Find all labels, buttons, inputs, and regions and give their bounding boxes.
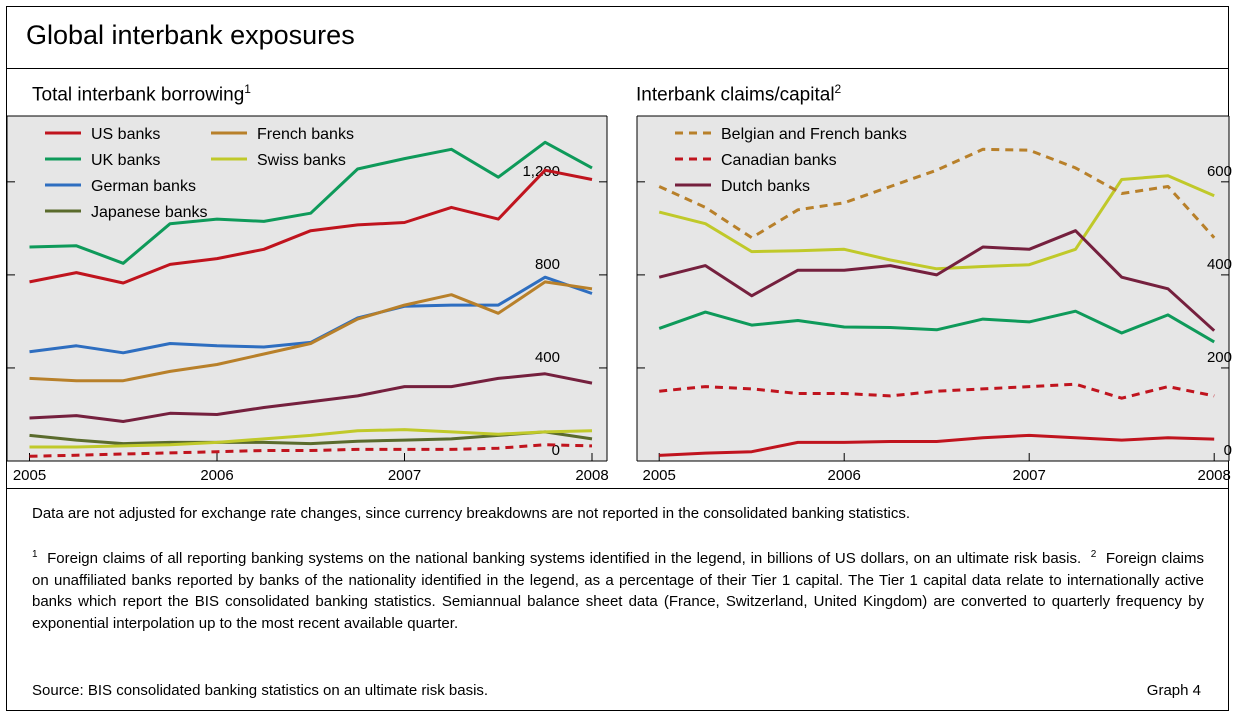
left-chart-title: Total interbank borrowing1 <box>32 82 251 106</box>
x-tick-label: 2005 <box>13 467 46 484</box>
graph-number: Graph 4 <box>1146 682 1201 699</box>
legend-label-swiss: Swiss banks <box>257 152 346 169</box>
series-line-belgian_french <box>658 147 1216 240</box>
x-tick-label: 2007 <box>1013 467 1046 484</box>
y-tick-label: 200 <box>1207 349 1232 366</box>
series-line-uk <box>29 140 593 265</box>
series-line-swiss <box>29 428 593 449</box>
legend-label-japanese: Japanese banks <box>91 204 208 221</box>
series-line-us <box>29 168 593 285</box>
chart-divider <box>6 488 1229 489</box>
series-line-dutch <box>658 229 1216 332</box>
x-tick-label: 2007 <box>388 467 421 484</box>
series-line-us <box>659 433 1215 457</box>
y-tick-label: 0 <box>1224 442 1232 459</box>
title-divider <box>6 68 1229 69</box>
series-line-canadian <box>659 382 1215 400</box>
y-tick-label: 1,200 <box>522 163 560 180</box>
legend-label-uk: UK banks <box>91 152 160 169</box>
source-note: Source: BIS consolidated banking statist… <box>32 682 489 699</box>
legend-label-german: German banks <box>91 178 196 195</box>
graph-title: Global interbank exposures <box>26 20 355 50</box>
legend-label-belgian_french: Belgian and French banks <box>721 126 907 143</box>
y-tick-label: 400 <box>1207 256 1232 273</box>
legend-label-us: US banks <box>91 126 160 143</box>
y-tick-label: 600 <box>1207 163 1232 180</box>
x-tick-label: 2005 <box>643 467 676 484</box>
x-tick-label: 2008 <box>1198 467 1231 484</box>
x-tick-label: 2006 <box>828 467 861 484</box>
legend-label-dutch: Dutch banks <box>721 178 810 195</box>
legend-label-french: French banks <box>257 126 354 143</box>
plot-area <box>637 116 1229 461</box>
x-tick-label: 2008 <box>575 467 608 484</box>
series-line-uk <box>658 309 1215 344</box>
series-line-french <box>29 280 593 383</box>
general-note: Data are not adjusted for exchange rate … <box>32 505 911 522</box>
right-chart: 0 200 400 600 2005 2006 2007 2008 Belgian and Fr… <box>636 115 1232 484</box>
legend-label-canadian: Canadian banks <box>721 152 837 169</box>
y-tick-label: 800 <box>535 256 560 273</box>
series-line-dutch <box>29 372 593 423</box>
y-tick-label: 0 <box>552 442 560 459</box>
left-chart: 0 400 800 1,200 2005 2006 2007 2008 US banks UK b… <box>6 115 609 484</box>
series-line-canadian <box>29 443 593 458</box>
x-tick-label: 2006 <box>200 467 233 484</box>
right-chart-title: Interbank claims/capital2 <box>636 82 842 106</box>
y-tick-label: 400 <box>535 349 560 366</box>
footnotes: 1 Foreign claims of all reporting bankin… <box>32 549 1205 632</box>
series-line-swiss <box>658 174 1215 271</box>
